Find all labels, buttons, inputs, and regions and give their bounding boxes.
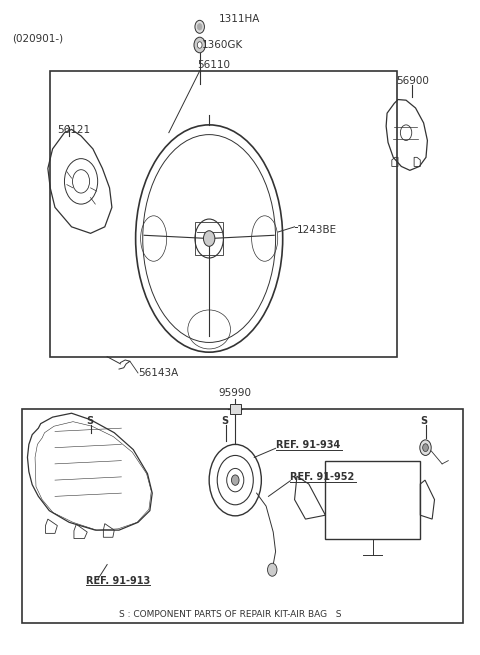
Circle shape — [420, 440, 431, 455]
Text: 1360GK: 1360GK — [202, 40, 243, 50]
Circle shape — [267, 563, 277, 576]
Bar — [22, 409, 463, 623]
Text: 56110: 56110 — [197, 60, 230, 69]
Text: S : COMPONENT PARTS OF REPAIR KIT-AIR BAG   S: S : COMPONENT PARTS OF REPAIR KIT-AIR BA… — [119, 610, 342, 619]
Text: S: S — [221, 416, 228, 426]
Bar — [229, 404, 241, 414]
Circle shape — [195, 20, 204, 33]
Bar — [325, 460, 420, 538]
Text: 56121: 56121 — [57, 124, 90, 135]
Circle shape — [423, 443, 428, 451]
Text: 1311HA: 1311HA — [219, 14, 260, 24]
Text: S: S — [420, 416, 427, 426]
Circle shape — [231, 475, 239, 485]
Bar — [50, 71, 396, 357]
Text: REF. 91-952: REF. 91-952 — [290, 472, 354, 482]
Circle shape — [197, 24, 202, 30]
Text: (020901-): (020901-) — [12, 33, 63, 43]
Text: REF. 91-913: REF. 91-913 — [86, 576, 150, 586]
Circle shape — [194, 37, 205, 53]
Text: 1243BE: 1243BE — [297, 225, 337, 235]
Text: S: S — [86, 416, 93, 426]
Bar — [195, 222, 223, 255]
Text: 56143A: 56143A — [138, 368, 178, 378]
Text: REF. 91-934: REF. 91-934 — [276, 440, 340, 449]
Text: 95990: 95990 — [219, 388, 252, 398]
Circle shape — [197, 42, 202, 48]
Text: 56900: 56900 — [396, 76, 430, 86]
Circle shape — [204, 231, 215, 246]
